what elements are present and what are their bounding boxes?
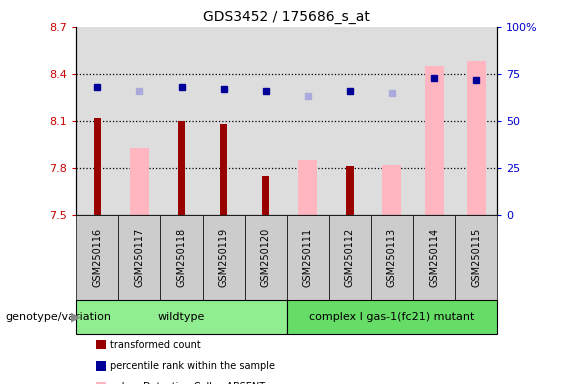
Text: GSM250114: GSM250114 — [429, 228, 439, 287]
Text: GSM250120: GSM250120 — [260, 228, 271, 287]
Bar — [262, 176, 270, 215]
Text: ▶: ▶ — [71, 310, 80, 323]
Bar — [467, 61, 486, 215]
Bar — [178, 121, 185, 215]
Bar — [424, 66, 444, 215]
Bar — [76, 215, 119, 300]
Text: GSM250111: GSM250111 — [303, 228, 313, 287]
Bar — [245, 215, 287, 300]
Bar — [202, 27, 245, 215]
Bar — [455, 27, 497, 215]
Bar — [76, 300, 287, 334]
Bar — [287, 27, 329, 215]
Text: GSM250115: GSM250115 — [471, 228, 481, 287]
Text: complex I gas-1(fc21) mutant: complex I gas-1(fc21) mutant — [309, 312, 475, 322]
Bar — [160, 215, 202, 300]
Bar — [287, 300, 497, 334]
Bar — [329, 215, 371, 300]
Bar — [202, 215, 245, 300]
Bar — [119, 27, 160, 215]
Bar — [383, 165, 402, 215]
Bar — [298, 160, 318, 215]
Bar — [287, 215, 329, 300]
Bar — [413, 215, 455, 300]
Bar — [160, 27, 202, 215]
Bar — [371, 215, 413, 300]
Text: GSM250119: GSM250119 — [219, 228, 229, 287]
Bar — [329, 27, 371, 215]
Bar — [94, 118, 101, 215]
Text: genotype/variation: genotype/variation — [6, 312, 112, 322]
Text: percentile rank within the sample: percentile rank within the sample — [110, 361, 275, 371]
Text: value, Detection Call = ABSENT: value, Detection Call = ABSENT — [110, 382, 266, 384]
Bar — [130, 147, 149, 215]
Bar — [245, 27, 287, 215]
Text: GSM250113: GSM250113 — [387, 228, 397, 287]
Text: transformed count: transformed count — [110, 340, 201, 350]
Text: GSM250112: GSM250112 — [345, 228, 355, 287]
Bar — [371, 27, 413, 215]
Bar — [76, 27, 119, 215]
Bar — [413, 27, 455, 215]
Bar — [220, 124, 227, 215]
Text: GSM250116: GSM250116 — [92, 228, 102, 287]
Text: GSM250118: GSM250118 — [176, 228, 186, 287]
Bar — [346, 166, 354, 215]
Title: GDS3452 / 175686_s_at: GDS3452 / 175686_s_at — [203, 10, 370, 25]
Text: GSM250117: GSM250117 — [134, 228, 145, 287]
Bar — [455, 215, 497, 300]
Bar — [119, 215, 160, 300]
Text: wildtype: wildtype — [158, 312, 205, 322]
